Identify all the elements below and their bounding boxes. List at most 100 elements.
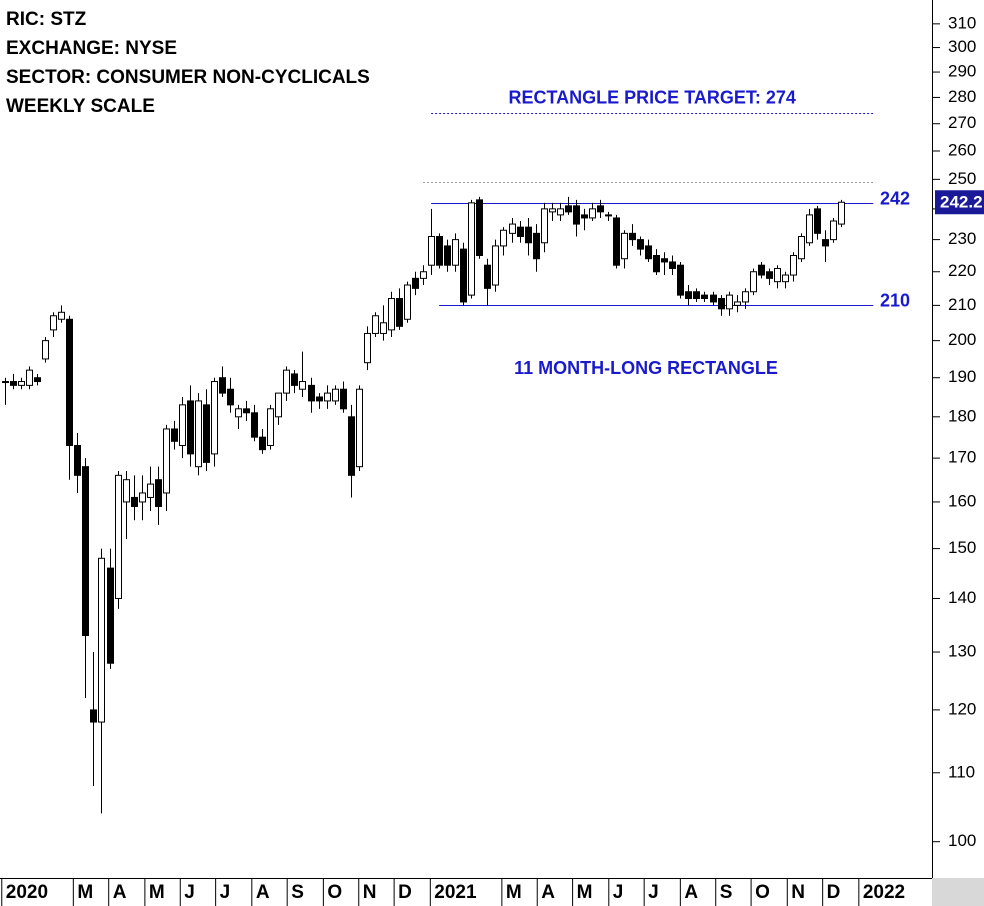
x-tick-label: A bbox=[684, 882, 698, 903]
candle-body bbox=[364, 332, 371, 364]
x-tick-label: M bbox=[149, 882, 165, 903]
y-tick-label: 230 bbox=[948, 229, 976, 248]
level-label: 210 bbox=[880, 290, 910, 310]
candle-body bbox=[356, 388, 363, 468]
candle-body bbox=[669, 261, 676, 269]
x-tick-label: J bbox=[613, 882, 624, 903]
y-tick-label: 290 bbox=[948, 62, 976, 81]
x-tick-label: O bbox=[755, 882, 770, 903]
candle-body bbox=[139, 492, 146, 503]
y-tick-label: 170 bbox=[948, 448, 976, 467]
last-price-box bbox=[935, 190, 984, 215]
candle-body bbox=[557, 208, 564, 216]
candle-body bbox=[565, 205, 572, 213]
x-tick-label: A bbox=[113, 882, 127, 903]
y-tick-label: 160 bbox=[948, 491, 976, 510]
candle-body bbox=[653, 255, 660, 273]
candle-body bbox=[621, 232, 628, 260]
candle-body bbox=[291, 373, 298, 386]
candle-body bbox=[629, 232, 636, 241]
info-line: RIC: STZ bbox=[6, 9, 87, 30]
candle-body bbox=[275, 392, 282, 418]
x-tick-label: 2021 bbox=[434, 882, 477, 903]
candle-body bbox=[718, 298, 725, 310]
candle-body bbox=[179, 404, 186, 446]
y-tick-label: 130 bbox=[948, 642, 976, 661]
candle-body bbox=[573, 205, 580, 225]
candle-body bbox=[436, 235, 443, 266]
candle-body bbox=[50, 315, 57, 331]
y-tick-label: 250 bbox=[948, 169, 976, 188]
candle-body bbox=[195, 400, 202, 468]
candle-body bbox=[500, 229, 507, 247]
candle-body bbox=[822, 239, 829, 247]
y-tick-label: 180 bbox=[948, 406, 976, 425]
candle-body bbox=[428, 235, 435, 266]
corner bbox=[932, 878, 984, 906]
candle-body bbox=[710, 294, 717, 303]
candle-body bbox=[525, 226, 532, 244]
candle-body bbox=[790, 255, 797, 276]
y-tick-label: 310 bbox=[948, 13, 976, 32]
candle-body bbox=[798, 235, 805, 260]
candle-body bbox=[468, 202, 475, 296]
x-tick-label: N bbox=[791, 882, 805, 903]
x-tick-label: J bbox=[184, 882, 195, 903]
candle-body bbox=[219, 377, 226, 394]
y-tick-label: 220 bbox=[948, 261, 976, 280]
candle-body bbox=[243, 408, 250, 414]
candle-body bbox=[42, 340, 49, 360]
candle-body bbox=[814, 208, 821, 234]
x-tick-label: D bbox=[827, 882, 841, 903]
candle-body bbox=[404, 284, 411, 320]
candle-body bbox=[18, 381, 25, 386]
candle-body bbox=[235, 408, 242, 418]
candle-body bbox=[251, 412, 258, 438]
x-tick-label: N bbox=[363, 882, 377, 903]
pattern-label: 11 MONTH-LONG RECTANGLE bbox=[514, 358, 778, 378]
candle-body bbox=[613, 217, 620, 266]
candle-body bbox=[734, 301, 741, 306]
candle-body bbox=[750, 271, 757, 293]
candle-body bbox=[283, 369, 290, 394]
y-tick-label: 210 bbox=[948, 295, 976, 314]
x-tick-label: M bbox=[506, 882, 522, 903]
y-tick-label: 150 bbox=[948, 538, 976, 557]
candle-body bbox=[460, 248, 467, 303]
level-label: 242 bbox=[880, 188, 910, 208]
candle-body bbox=[388, 298, 395, 331]
y-tick-label: 100 bbox=[948, 831, 976, 850]
candle-body bbox=[677, 264, 684, 296]
candle-body bbox=[340, 388, 347, 410]
candle-body bbox=[308, 384, 315, 402]
candle-body bbox=[589, 208, 596, 219]
candle-body bbox=[693, 291, 700, 300]
candle-body bbox=[107, 567, 114, 664]
candle-body bbox=[476, 199, 483, 257]
candle-body bbox=[701, 294, 708, 300]
x-tick-label: O bbox=[327, 882, 342, 903]
candle-body bbox=[581, 214, 588, 219]
candle-body bbox=[66, 318, 73, 446]
candle-body bbox=[420, 271, 427, 279]
x-tick-label: D bbox=[398, 882, 412, 903]
candle-body bbox=[10, 381, 17, 386]
x-tick-label: M bbox=[77, 882, 93, 903]
info-line: WEEKLY SCALE bbox=[6, 96, 155, 117]
last-price-label: 242.2 bbox=[940, 193, 983, 212]
x-tick-label: 2020 bbox=[6, 882, 48, 903]
candle-body bbox=[131, 496, 138, 507]
candle-body bbox=[533, 232, 540, 260]
candle-body bbox=[549, 208, 556, 213]
x-tick-label: 2022 bbox=[863, 882, 905, 903]
candle-body bbox=[372, 315, 379, 334]
candle-body bbox=[171, 428, 178, 442]
x-tick-label: S bbox=[291, 882, 304, 903]
candle-body bbox=[299, 381, 306, 390]
candle-body bbox=[123, 479, 130, 503]
candle-body bbox=[509, 223, 516, 234]
candle-body bbox=[82, 466, 89, 637]
candle-body bbox=[492, 245, 499, 286]
candle-body bbox=[324, 392, 331, 402]
candle-body bbox=[645, 245, 652, 260]
